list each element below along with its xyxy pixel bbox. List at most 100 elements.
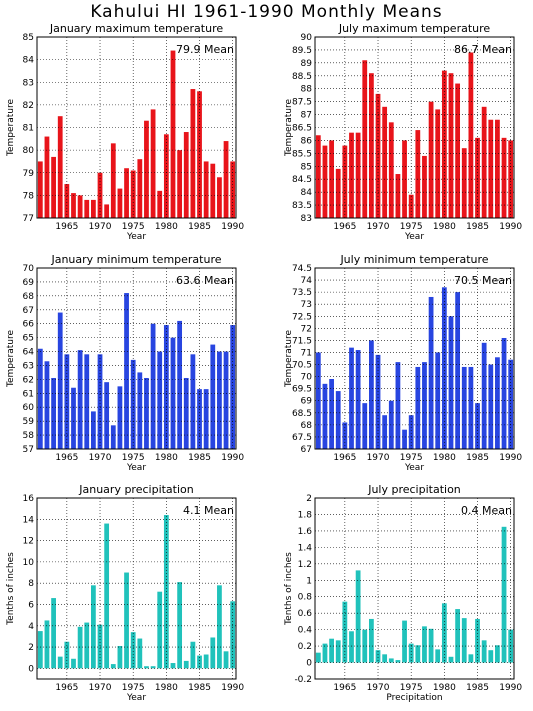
bar [170,50,176,218]
x-tick-label: 1980 [433,453,456,463]
bar [448,656,454,663]
y-tick-label: 85.5 [292,149,312,159]
bar [64,641,70,669]
bar [223,651,229,669]
y-tick-label: 71.5 [292,336,312,346]
x-tick-label: 1975 [400,222,423,232]
bar [197,655,202,669]
y-tick-label: 70 [23,264,35,274]
y-tick-label: 64 [23,348,35,358]
y-tick-label: 89.5 [292,46,312,56]
y-tick-label: 83 [23,78,34,88]
bar [315,652,321,663]
y-tick-label: 16 [23,494,35,504]
bar [349,132,354,218]
bar [468,52,474,219]
y-tick-label: 1.6 [298,527,313,537]
bar [37,161,43,218]
bar [488,650,494,663]
y-tick-label: 87.5 [292,98,312,108]
y-tick-label: 68 [23,292,35,302]
y-tick-label: 0.2 [298,642,312,652]
bar [64,184,70,218]
y-tick-label: 0 [28,664,34,674]
x-axis-label: Year [404,232,424,242]
y-tick-label: 67.5 [292,433,312,443]
bar [77,350,83,449]
bar [362,403,368,449]
bar [475,137,480,218]
y-axis-label: Temperature [6,99,16,157]
bar [428,628,434,663]
bar [388,400,394,449]
panel-title: July maximum temperature [338,22,491,35]
x-tick-label: 1975 [400,453,423,463]
x-tick-label: 1980 [433,222,456,232]
y-tick-label: 58 [23,431,35,441]
y-tick-label: 80 [23,146,35,156]
bar [455,83,461,218]
x-tick-label: 1970 [89,683,112,693]
bar [408,643,414,663]
bar [448,73,454,218]
bar [455,609,461,663]
bar [488,364,494,449]
bar [422,626,427,663]
bar [455,292,461,449]
chart-panel: -0.2 0 0.2 0.4 0.6 0.8 1 1.2 1.4 1.6 1.8 2 1965 1970 1… [284,483,522,703]
mean-label: 79.9 Mean [176,43,234,56]
bar [217,351,222,449]
bar [157,591,163,669]
y-tick-label: 1.8 [298,510,313,520]
bar [422,155,427,218]
mean-label: 4.1 Mean [183,504,234,517]
x-tick-label: 1985 [188,222,211,232]
bar [223,141,229,218]
main-title: Kahului HI 1961-1990 Monthly Means [90,2,443,22]
y-tick-label: 83 [301,214,312,224]
bar [435,352,441,449]
bar [57,312,63,449]
x-tick-label: 1985 [188,453,211,463]
bar [362,60,368,218]
bar [197,389,202,449]
bar [322,643,328,663]
bar [71,387,76,449]
y-tick-label: 69 [301,397,313,407]
bar [501,526,507,663]
y-tick-label: 0.8 [298,593,313,603]
bar [110,664,116,669]
plot-frame [314,497,515,680]
bar [395,174,401,218]
x-tick-label: 1985 [466,453,489,463]
panel-title: January maximum temperature [49,22,223,35]
bar [137,638,143,669]
bar [428,296,434,449]
y-tick-label: 69 [23,278,35,288]
bar [315,135,321,218]
bar [77,626,83,669]
y-tick-label: 74.5 [292,264,312,274]
bar [91,585,96,669]
bar [395,362,401,449]
plot-frame [314,36,515,219]
bar [415,130,421,218]
panel-title: July precipitation [367,483,461,496]
bar [210,637,216,669]
y-tick-label: 85 [301,162,312,172]
y-tick-label: 88.5 [292,72,312,82]
y-tick-label: 79 [23,169,35,179]
bar [335,168,341,218]
y-tick-label: 73.5 [292,288,312,298]
y-tick-label: 67 [23,306,34,316]
bar [488,119,494,218]
y-tick-label: 12 [23,537,34,547]
bar [110,143,116,218]
bar [402,620,407,663]
x-tick-label: 1975 [400,683,423,693]
bar [97,354,103,449]
y-tick-label: 1.2 [298,560,312,570]
bar [203,161,209,218]
y-tick-label: 2 [306,494,312,504]
